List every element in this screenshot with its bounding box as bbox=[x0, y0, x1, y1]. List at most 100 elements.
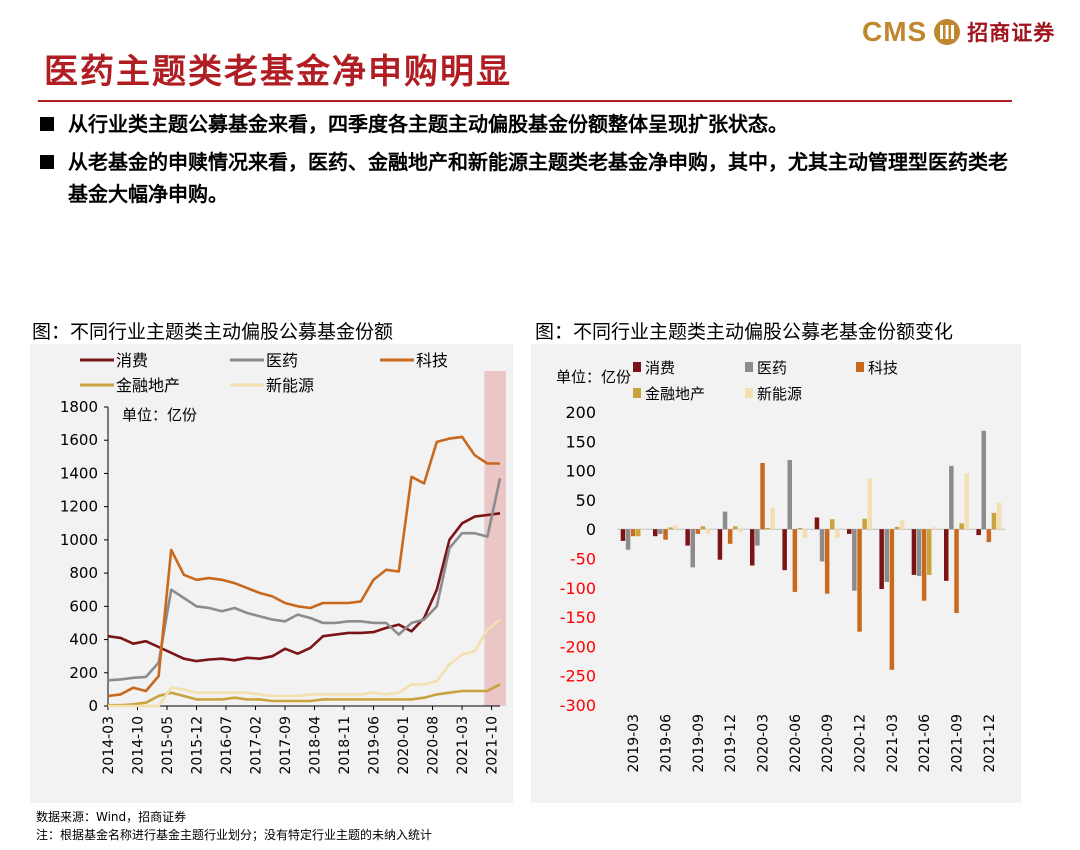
legend-swatch-tech bbox=[856, 362, 864, 372]
title-divider bbox=[38, 100, 1012, 102]
bar-newenergy bbox=[641, 529, 646, 530]
y-tick-label: 200 bbox=[69, 664, 98, 682]
legend-swatch-consumption bbox=[633, 362, 641, 372]
x-tick-label: 2016-07 bbox=[219, 716, 235, 775]
bar-tech bbox=[695, 529, 701, 534]
bar-consumption bbox=[620, 529, 626, 541]
bar-pharma bbox=[949, 465, 954, 530]
page-title: 医药主题类老基金净申购明显 bbox=[44, 52, 512, 92]
y-tick-label: -50 bbox=[570, 550, 596, 569]
bar-newenergy bbox=[770, 507, 775, 530]
bar-consumption bbox=[653, 529, 658, 537]
legend-swatch-pharma bbox=[745, 362, 753, 372]
bar-newenergy bbox=[867, 478, 872, 530]
y-tick-label: 0 bbox=[88, 697, 98, 715]
bar-newenergy bbox=[802, 529, 808, 538]
legend-label-finance: 金融地产 bbox=[645, 385, 705, 403]
bar-tech bbox=[760, 463, 765, 530]
bar-newenergy bbox=[964, 473, 969, 530]
x-tick-label: 2020-01 bbox=[396, 716, 412, 775]
y-tick-label: 50 bbox=[576, 491, 596, 510]
unit-label: 单位：亿份 bbox=[122, 406, 197, 424]
y-tick-label: 1200 bbox=[60, 498, 98, 516]
legend-label-consumption: 消费 bbox=[116, 351, 148, 370]
y-tick-label: 1800 bbox=[60, 398, 98, 416]
y-tick-label: 150 bbox=[565, 432, 596, 451]
x-tick-label: 2020-06 bbox=[788, 714, 804, 773]
legend-label-tech: 科技 bbox=[416, 351, 448, 370]
bar-finance bbox=[862, 518, 867, 530]
bar-pharma bbox=[690, 529, 695, 568]
legend-label-newenergy: 新能源 bbox=[266, 376, 314, 395]
right-chart-title: 图：不同行业主题类主动偏股公募老基金份额变化 bbox=[535, 321, 954, 343]
bar-consumption bbox=[847, 529, 852, 534]
x-tick-label: 2019-03 bbox=[626, 714, 642, 773]
x-tick-label: 2020-09 bbox=[820, 714, 836, 773]
bullet-item: 从行业类主题公募基金来看，四季度各主题主动偏股基金份额整体呈现扩张状态。 bbox=[40, 108, 1040, 140]
bar-finance bbox=[700, 526, 706, 530]
bar-tech bbox=[727, 529, 733, 544]
legend-label-finance: 金融地产 bbox=[116, 376, 180, 395]
bar-finance bbox=[830, 519, 835, 530]
unit-label: 单位：亿份 bbox=[556, 368, 631, 386]
bar-finance bbox=[959, 523, 964, 530]
x-tick-label: 2017-09 bbox=[278, 716, 294, 775]
x-tick-label: 2019-12 bbox=[723, 714, 739, 773]
x-tick-label: 2018-11 bbox=[337, 716, 353, 775]
x-tick-label: 2020-03 bbox=[756, 714, 772, 773]
y-tick-label: -250 bbox=[560, 667, 596, 686]
x-tick-label: 2018-04 bbox=[308, 716, 324, 775]
bar-pharma bbox=[916, 529, 922, 577]
bar-consumption bbox=[976, 529, 981, 536]
x-tick-label: 2019-06 bbox=[367, 716, 383, 775]
y-tick-label: 400 bbox=[69, 631, 98, 649]
legend-label-consumption: 消费 bbox=[645, 359, 675, 377]
bar-finance bbox=[991, 512, 997, 530]
bar-pharma bbox=[722, 511, 728, 530]
bar-consumption bbox=[782, 529, 787, 571]
x-tick-label: 2021-10 bbox=[485, 716, 501, 775]
x-tick-label: 2015-05 bbox=[160, 716, 176, 775]
legend-label-newenergy: 新能源 bbox=[757, 385, 802, 403]
bar-finance bbox=[927, 529, 932, 575]
y-tick-label: 0 bbox=[586, 520, 596, 539]
y-tick-label: 1400 bbox=[60, 464, 98, 482]
x-tick-label: 2019-06 bbox=[659, 714, 675, 773]
legend-swatch-newenergy bbox=[745, 388, 753, 398]
bar-newenergy bbox=[738, 529, 743, 533]
bar-tech bbox=[889, 529, 895, 670]
x-tick-label: 2021-12 bbox=[982, 714, 998, 773]
logo-cms-text: CMS bbox=[862, 16, 928, 47]
left-chart-panel bbox=[30, 344, 513, 803]
x-tick-label: 2020-12 bbox=[853, 714, 869, 773]
bar-finance bbox=[765, 528, 770, 530]
bar-tech bbox=[663, 529, 668, 540]
y-tick-label: -300 bbox=[560, 696, 596, 715]
bar-consumption bbox=[879, 529, 884, 589]
x-tick-label: 2021-03 bbox=[455, 716, 471, 775]
bar-pharma bbox=[884, 529, 889, 582]
x-tick-label: 2021-09 bbox=[950, 714, 966, 773]
bar-consumption bbox=[944, 529, 949, 581]
bullet-list: 从行业类主题公募基金来看，四季度各主题主动偏股基金份额整体呈现扩张状态。 从老基… bbox=[40, 108, 1040, 216]
x-tick-label: 2019-09 bbox=[691, 714, 707, 773]
bar-finance bbox=[668, 527, 673, 530]
source-note: 数据来源：Wind，招商证券 bbox=[36, 810, 187, 824]
series-line-pharma bbox=[107, 478, 502, 682]
y-tick-label: -100 bbox=[560, 579, 596, 598]
bar-pharma bbox=[852, 529, 857, 591]
bar-newenergy bbox=[996, 502, 1002, 530]
y-tick-label: 600 bbox=[69, 597, 98, 615]
bar-consumption bbox=[685, 529, 690, 546]
bullet-text: 从老基金的申赎情况来看，医药、金融地产和新能源主题类老基金净申购，其中，尤其主动… bbox=[68, 150, 1008, 206]
x-tick-label: 2014-03 bbox=[101, 716, 117, 775]
x-tick-label: 2014-10 bbox=[131, 716, 147, 775]
bar-newenergy bbox=[932, 527, 937, 530]
legend-label-tech: 科技 bbox=[868, 359, 898, 377]
right-chart-panel bbox=[531, 344, 1021, 803]
footnote: 注：根据基金名称进行基金主题行业划分；没有特定行业主题的未纳入统计 bbox=[36, 828, 433, 842]
bar-pharma bbox=[625, 529, 631, 550]
bullet-square-icon bbox=[40, 155, 54, 169]
logo-cn-text: 招商证券 bbox=[967, 21, 1056, 45]
